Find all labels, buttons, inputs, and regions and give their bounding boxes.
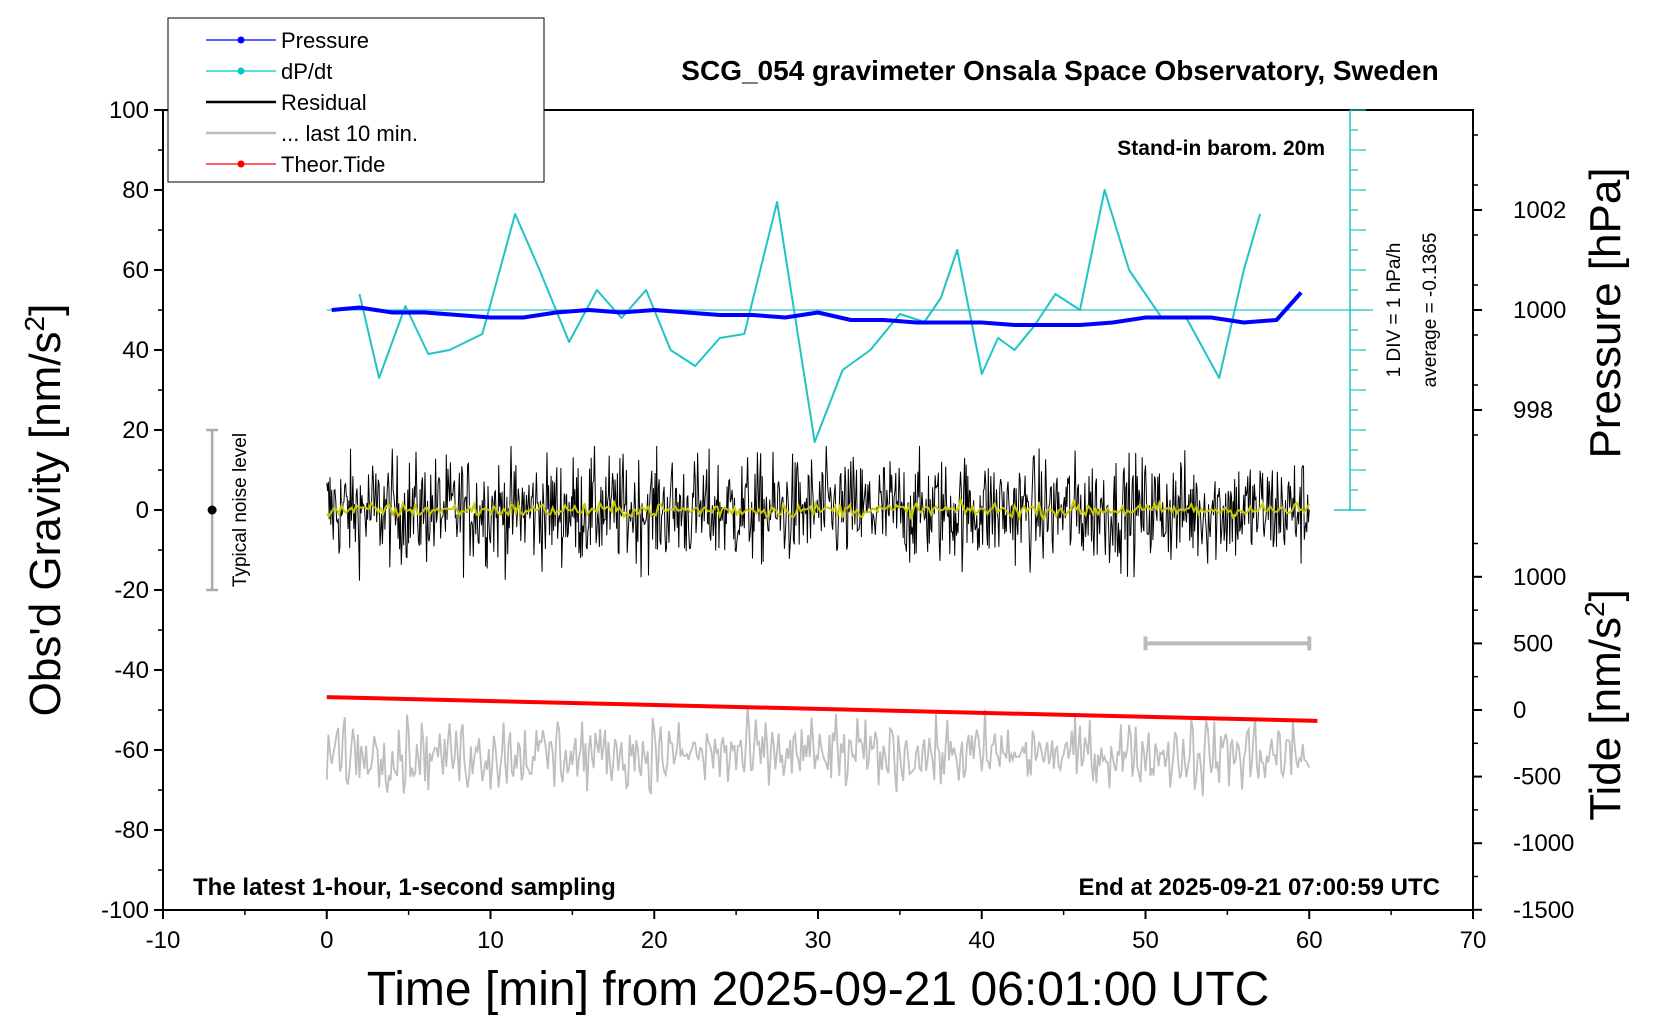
pressure-tick-label: 1002 — [1513, 197, 1566, 224]
legend-label: Theor.Tide — [281, 152, 385, 177]
x-tick-label: 70 — [1460, 927, 1487, 954]
y-axis-label-left-end: ] — [21, 304, 70, 316]
y-axis-label-left-sup: 2 — [19, 316, 50, 332]
y-tick-label: 40 — [122, 337, 149, 364]
residual-series — [326, 445, 1310, 581]
tide-tick-label: 500 — [1513, 630, 1553, 657]
legend-marker — [237, 67, 245, 75]
legend-label: Pressure — [281, 28, 369, 53]
y-tick-label: 100 — [109, 97, 149, 124]
y-tick-label: -100 — [101, 897, 149, 924]
legend-marker — [237, 160, 245, 168]
y-tick-label: 20 — [122, 417, 149, 444]
x-tick-label: 0 — [320, 927, 333, 954]
y-axis-label-tide-end: ] — [1581, 589, 1630, 601]
y-tick-label: -20 — [114, 577, 149, 604]
legend-box — [167, 17, 545, 183]
y-axis-label-left-text: Obs'd Gravity [nm/s — [21, 331, 70, 716]
x-tick-label: 10 — [477, 927, 504, 954]
y-axis-label-tide-sup: 2 — [1579, 601, 1610, 617]
barometer-note: Stand-in barom. 20m — [1117, 137, 1325, 160]
x-tick-label: 60 — [1296, 927, 1323, 954]
tide-tick-label: 0 — [1513, 697, 1526, 724]
dpdt-scale-label: 1 DIV = 1 hPa/h — [1384, 243, 1405, 378]
x-tick-label: 20 — [641, 927, 668, 954]
tide-series — [326, 695, 1318, 723]
tide-tick-label: -1500 — [1513, 897, 1574, 924]
chart-title: SCG_054 gravimeter Onsala Space Observat… — [681, 55, 1438, 86]
legend-label: Residual — [281, 90, 367, 115]
x-tick-label: 30 — [805, 927, 832, 954]
dpdt-series — [358, 189, 1262, 443]
x-tick-label: 50 — [1132, 927, 1159, 954]
y-tick-label: 60 — [122, 257, 149, 284]
legend-marker — [237, 36, 245, 44]
y-axis-label-pressure: Pressure [hPa] — [1581, 167, 1630, 458]
pressure-tick-label: 998 — [1513, 397, 1553, 424]
noise-level-label: Typical noise level — [230, 433, 251, 587]
pressure-series — [331, 291, 1303, 327]
legend-label: ... last 10 min. — [281, 121, 418, 146]
y-tick-label: -40 — [114, 657, 149, 684]
y-tick-label: 80 — [122, 177, 149, 204]
axes-layer: -10 0 10 20 30 40 50 60 70100806040200-20-40-60-… — [101, 97, 1574, 954]
x-tick-label: 40 — [968, 927, 995, 954]
residual-smoothed-series — [326, 496, 1311, 522]
x-tick-label: -10 — [146, 927, 181, 954]
tide-tick-label: 1000 — [1513, 564, 1566, 591]
tide-tick-label: -500 — [1513, 764, 1561, 791]
y-axis-label-left: Obs'd Gravity [nm/s2] — [19, 304, 70, 717]
y-tick-label: -60 — [114, 737, 149, 764]
noise-bar-center — [207, 505, 217, 515]
y-axis-label-tide-text: Tide [nm/s — [1581, 617, 1630, 821]
dpdt-average-label: average = -0.1365 — [1420, 233, 1441, 388]
footer-right-note: End at 2025-09-21 07:00:59 UTC — [1079, 874, 1441, 901]
legend-label: dP/dt — [281, 59, 332, 84]
tide-tick-label: -1000 — [1513, 830, 1574, 857]
last10-series — [325, 705, 1311, 797]
y-tick-label: 0 — [136, 497, 149, 524]
legend: Pressure dP/dt Residual ... last 10 min. The… — [167, 17, 545, 183]
footer-left-note: The latest 1-hour, 1-second sampling — [193, 874, 616, 901]
y-tick-label: -80 — [114, 817, 149, 844]
y-axis-label-tide: Tide [nm/s2] — [1579, 589, 1630, 821]
x-axis-label: Time [min] from 2025-09-21 06:01:00 UTC — [367, 963, 1270, 1016]
pressure-tick-label: 1000 — [1513, 297, 1566, 324]
series-layer — [325, 189, 1318, 797]
